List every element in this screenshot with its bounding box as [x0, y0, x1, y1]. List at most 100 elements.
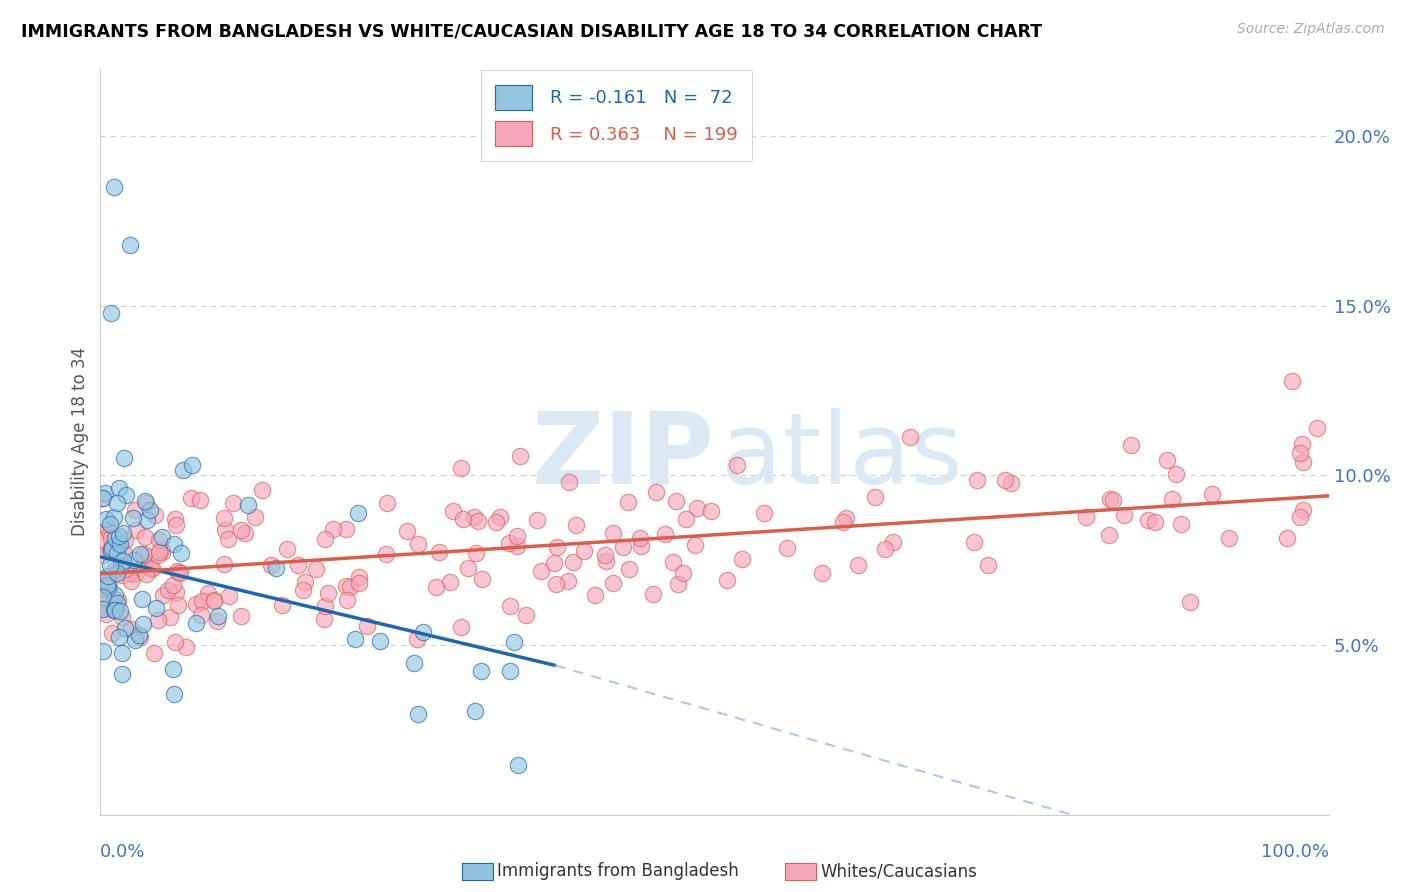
Point [134, 547, 156, 561]
Point [91, 590, 114, 604]
Point [132, 549, 155, 563]
Point [131, 592, 153, 607]
Point [134, 530, 156, 544]
Point [97, 580, 120, 594]
Point [152, 588, 174, 602]
Point [124, 633, 146, 648]
Point [159, 610, 181, 624]
Point [186, 597, 208, 611]
Point [105, 495, 128, 509]
Y-axis label: Disability Age 18 to 34: Disability Age 18 to 34 [72, 347, 89, 536]
Point [356, 619, 378, 633]
Point [665, 494, 688, 508]
Point [565, 518, 588, 533]
Point [184, 615, 207, 630]
Point [217, 532, 239, 546]
Point [105, 596, 128, 610]
Point [347, 570, 370, 584]
Point [499, 664, 522, 678]
Point [146, 613, 169, 627]
Point [427, 545, 450, 559]
Point [121, 566, 143, 581]
Point [107, 592, 129, 607]
Point [294, 575, 316, 590]
Point [202, 594, 225, 608]
Point [124, 552, 146, 566]
Point [509, 449, 531, 463]
Point [347, 576, 370, 591]
Point [835, 511, 858, 525]
Point [122, 511, 145, 525]
Point [128, 630, 150, 644]
Point [145, 600, 167, 615]
Point [515, 607, 537, 622]
Point [114, 533, 136, 548]
Point [90, 597, 112, 611]
Point [97, 569, 120, 583]
Point [412, 625, 434, 640]
Point [112, 554, 135, 568]
Point [93, 582, 115, 597]
Point [994, 473, 1017, 487]
Point [125, 566, 148, 580]
Point [190, 608, 212, 623]
Point [406, 537, 429, 551]
Point [562, 556, 585, 570]
Point [142, 646, 165, 660]
Point [100, 526, 122, 541]
Point [103, 591, 125, 606]
Point [112, 450, 135, 465]
Point [312, 612, 335, 626]
Point [150, 530, 173, 544]
Point [966, 473, 988, 487]
Point [163, 686, 186, 700]
Text: IMMIGRANTS FROM BANGLADESH VS WHITE/CAUCASIAN DISABILITY AGE 18 TO 34 CORRELATIO: IMMIGRANTS FROM BANGLADESH VS WHITE/CAUC… [21, 22, 1042, 40]
Point [111, 610, 134, 624]
Point [174, 640, 197, 654]
Point [94, 607, 117, 622]
Point [138, 560, 160, 574]
Point [135, 496, 157, 510]
Point [233, 526, 256, 541]
Point [464, 704, 486, 718]
Point [1000, 476, 1022, 491]
Point [731, 552, 754, 566]
Point [91, 602, 114, 616]
Point [463, 509, 485, 524]
Point [167, 598, 190, 612]
Point [645, 485, 668, 500]
Point [100, 538, 122, 552]
Point [335, 579, 357, 593]
Point [238, 498, 260, 512]
Point [101, 541, 124, 556]
Point [727, 458, 749, 473]
Point [111, 646, 134, 660]
Point [450, 461, 472, 475]
Point [91, 548, 114, 562]
Point [572, 543, 595, 558]
Point [546, 540, 568, 554]
Point [104, 603, 127, 617]
Point [100, 542, 122, 557]
Point [1306, 421, 1329, 435]
Point [595, 554, 617, 568]
Point [163, 635, 186, 649]
Point [181, 458, 204, 472]
Point [104, 562, 127, 576]
Point [1201, 487, 1223, 501]
Point [112, 526, 135, 541]
Point [98, 558, 121, 572]
Point [316, 586, 339, 600]
Point [162, 662, 184, 676]
Point [662, 555, 685, 569]
Point [1161, 491, 1184, 506]
Point [344, 632, 367, 647]
Point [558, 475, 581, 490]
Point [526, 513, 548, 527]
Point [97, 580, 120, 594]
Point [1281, 374, 1303, 388]
Point [190, 594, 212, 608]
Point [1170, 517, 1192, 532]
Point [612, 540, 634, 554]
Point [557, 574, 579, 589]
